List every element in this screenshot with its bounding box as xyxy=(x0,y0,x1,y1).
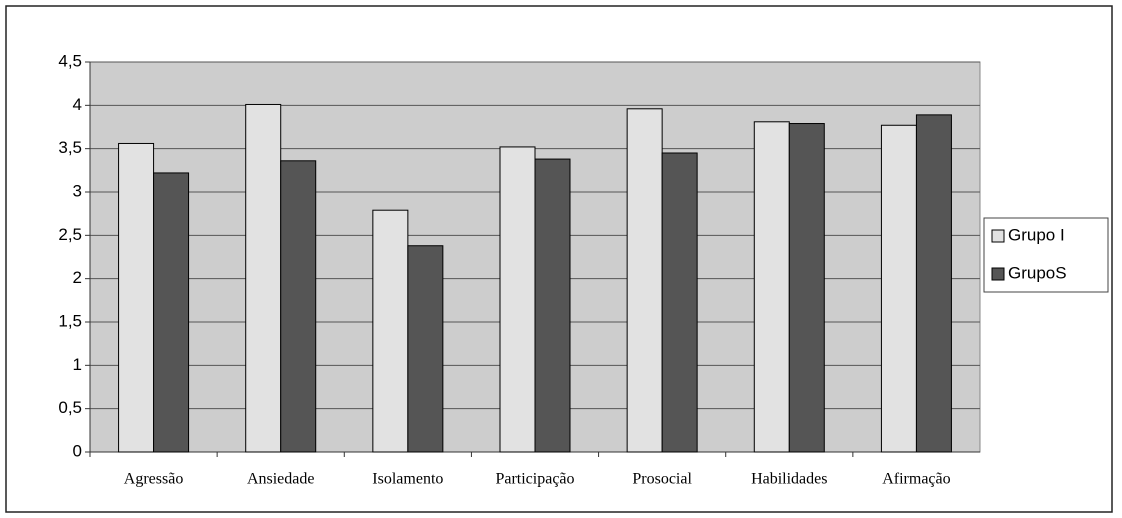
x-tick-label: Agressão xyxy=(124,471,184,488)
y-tick-label: 1 xyxy=(73,355,82,374)
bar xyxy=(626,108,663,453)
bar xyxy=(407,245,444,453)
x-tick-label: Isolamento xyxy=(372,471,443,488)
bar xyxy=(245,103,282,453)
y-tick-label: 0,5 xyxy=(58,398,82,417)
y-tick-label: 0 xyxy=(73,441,82,460)
bar xyxy=(280,160,317,453)
bar xyxy=(153,172,190,453)
y-tick-label: 3,5 xyxy=(58,138,82,157)
legend-swatch xyxy=(991,229,1005,243)
legend-box xyxy=(983,217,1109,293)
x-tick-label: Participação xyxy=(495,471,574,488)
bar xyxy=(788,123,825,453)
bar xyxy=(534,158,571,453)
bar xyxy=(118,142,155,453)
x-tick-label: Ansiedade xyxy=(247,471,315,488)
bar xyxy=(880,124,917,453)
legend-label: Grupo I xyxy=(1008,225,1065,244)
legend-swatch xyxy=(991,267,1005,281)
x-tick-label: Afirmação xyxy=(882,471,950,488)
bar xyxy=(372,209,409,453)
y-tick-label: 1,5 xyxy=(58,311,82,330)
bar xyxy=(499,146,536,453)
bar xyxy=(753,121,790,453)
y-tick-label: 3 xyxy=(73,181,82,200)
legend-label: GrupoS xyxy=(1008,263,1067,282)
y-tick-label: 2 xyxy=(73,268,82,287)
x-tick-label: Prosocial xyxy=(632,471,692,488)
x-tick-label: Habilidades xyxy=(751,471,827,488)
bar xyxy=(661,152,698,453)
y-tick-label: 4 xyxy=(73,95,82,114)
y-tick-label: 2,5 xyxy=(58,225,82,244)
y-tick-label: 4,5 xyxy=(58,51,82,70)
bar xyxy=(915,114,952,453)
